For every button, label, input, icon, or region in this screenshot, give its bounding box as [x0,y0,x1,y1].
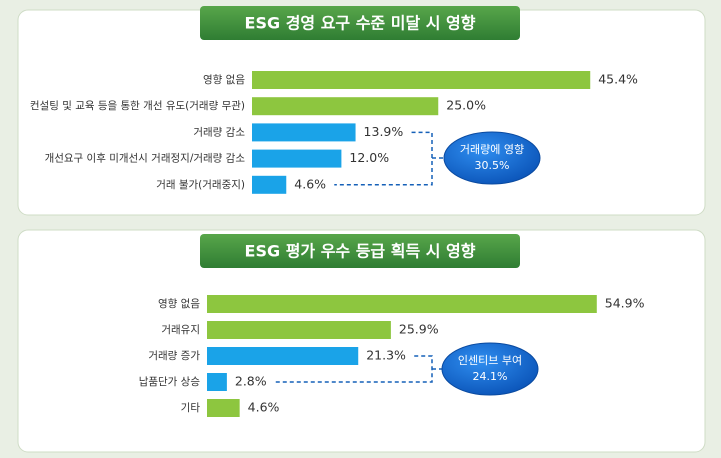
bar [207,321,391,339]
category-label: 거래량 감소 [193,126,245,138]
value-label: 25.9% [399,322,439,337]
category-label: 개선요구 이후 미개선시 거래정지/거래량 감소 [45,153,246,165]
panel [17,229,706,453]
bar [207,347,359,365]
value-label: 13.9% [364,124,404,139]
annotation-text: 24.1% [473,370,508,383]
bar [207,399,240,417]
value-label: 2.8% [235,374,267,389]
value-label: 25.0% [446,98,486,113]
value-label: 21.3% [366,348,406,363]
category-label: 컨설팅 및 교육 등을 통한 개선 유도(거래량 무관) [30,100,245,112]
category-label: 납품단가 상승 [139,376,201,388]
value-label: 4.6% [248,400,280,415]
category-label: 거래유지 [161,324,200,336]
title-banner [200,6,520,40]
bar [252,97,439,116]
title-banner [200,234,520,268]
category-label: 기타 [181,402,201,414]
annotation-bubble [441,342,539,396]
bar [207,373,227,391]
bar [252,71,591,89]
annotation-text: 30.5% [475,159,510,172]
category-label: 거래 불가(거래중지) [156,179,245,191]
chart-title: ESG 평가 우수 등급 획득 시 영향 [245,242,476,261]
category-label: 거래량 증가 [148,350,200,362]
category-label: 영향 없음 [203,73,245,86]
value-label: 45.4% [598,72,638,87]
bar [252,175,287,194]
bracket [334,131,446,186]
chart-title: ESG 경영 요구 수준 미달 시 영향 [245,14,476,33]
annotation-bubble [443,131,541,185]
category-label: 영향 없음 [158,297,200,310]
annotation-text: 거래량에 영향 [460,143,524,156]
value-label: 54.9% [605,296,645,311]
bar [252,149,342,168]
value-label: 4.6% [294,176,326,191]
annotation-text: 인센티브 부여 [458,354,522,367]
bar [207,295,597,313]
value-label: 12.0% [349,150,389,165]
bar [252,123,356,142]
